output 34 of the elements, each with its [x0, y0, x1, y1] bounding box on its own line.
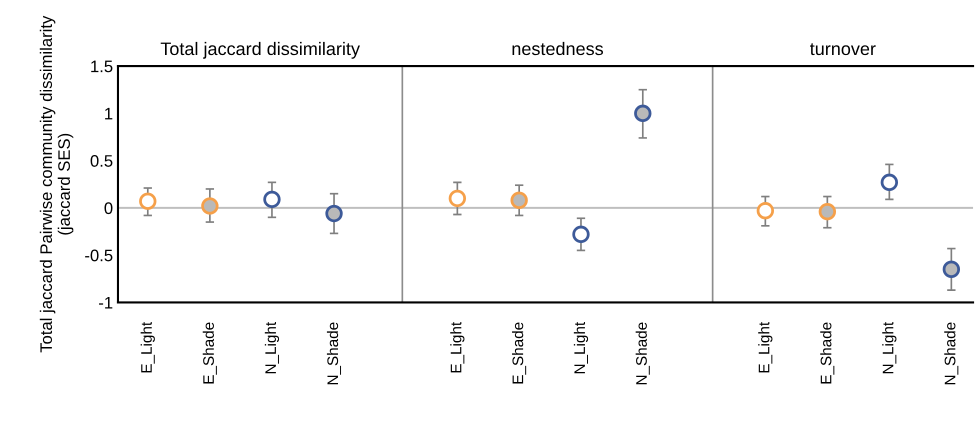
point [756, 202, 774, 220]
point [572, 226, 590, 244]
chart-title: turnover [810, 43, 876, 56]
x-tick-label: N_Shade [636, 322, 650, 384]
y-tick-label: 1.5 [91, 60, 112, 72]
x-tick-label: N_Shade [326, 322, 342, 384]
point [139, 192, 156, 210]
point [634, 104, 652, 122]
chart-title: Total jaccard dissimilarity [160, 42, 360, 59]
x-tick-label: N_Shade [944, 322, 958, 384]
y-tick-label: 0 [104, 202, 112, 214]
x-tick-label: E_Shade [202, 322, 217, 384]
y-tick-label: -0.5 [85, 250, 112, 262]
point [510, 192, 528, 209]
point [818, 202, 836, 220]
x-tick-label: E_Light [758, 322, 772, 372]
point [325, 204, 343, 222]
point [448, 190, 466, 208]
x-tick-label: E_Light [140, 322, 155, 372]
x-tick-label: N_Light [882, 322, 896, 374]
chart-title: nestedness [512, 42, 604, 56]
point [942, 260, 960, 278]
x-tick-label: E_Shade [512, 322, 526, 384]
point [201, 197, 219, 215]
point [880, 174, 898, 192]
y-tick-label: 1 [105, 108, 112, 120]
y-axis-title: Total jaccard Pairwise community dissimilarity (jaccard SES) [40, 16, 74, 352]
y-tick-label: 0.5 [90, 155, 112, 167]
x-tick-label: E_Shade [820, 322, 834, 384]
y-tick-label: -1 [99, 296, 112, 308]
x-tick-label: N_Light [574, 322, 588, 374]
x-tick-label: N_Light [264, 322, 280, 374]
point [263, 190, 281, 208]
x-tick-label: E_Light [450, 322, 464, 372]
